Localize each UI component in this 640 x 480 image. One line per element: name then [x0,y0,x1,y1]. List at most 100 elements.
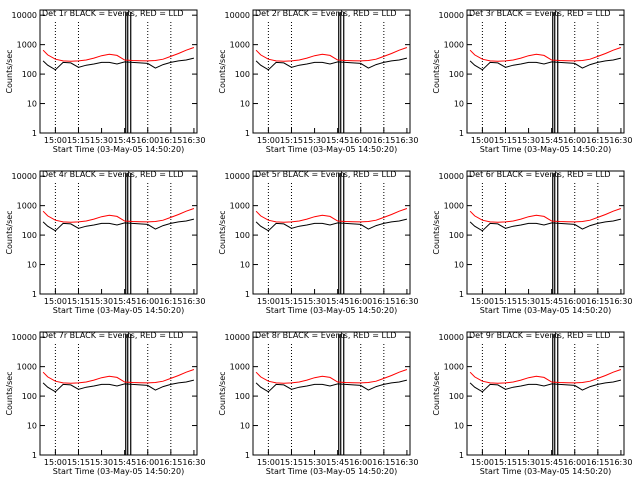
plot-frame [466,9,625,134]
x-tick-label: 15:45 [326,458,349,467]
y-tick-label: 100 [235,70,250,79]
y-tick-label: 10 [454,100,464,109]
x-tick-label: 15:00 [44,297,67,306]
x-tick-label: 16:15 [159,458,182,467]
x-tick-label: 15:30 [303,458,326,467]
x-tick-label: 15:00 [471,458,494,467]
detector-panel-6: Det 6r BLACK = Events, RED = LLD 1 10 100 10… [432,170,632,315]
y-tick-label: 10000 [225,172,250,181]
panel-title: Det 9r BLACK = Events, RED = LLD [469,331,611,340]
series-events [255,57,408,71]
x-tick-label: 16:30 [609,297,632,306]
x-tick-label: 15:30 [90,297,113,306]
series-events [469,57,622,71]
panel-title: Det 3r BLACK = Events, RED = LLD [469,9,611,18]
detector-panel-5: Det 5r BLACK = Events, RED = LLD 1 10 100 10… [218,170,418,315]
x-tick-label: 16:15 [586,458,609,467]
y-tick-label: 10 [240,422,250,431]
x-tick-label: 15:15 [67,297,90,306]
y-tick-label: 1000 [17,41,37,50]
x-tick-label: 15:00 [257,458,280,467]
x-tick-label: 15:45 [540,458,563,467]
y-tick-label: 1000 [230,202,250,211]
series-lld [255,208,408,223]
y-tick-label: 1 [245,451,250,460]
x-tick-label: 16:30 [395,297,418,306]
y-tick-label: 10 [240,100,250,109]
x-tick-label: 16:15 [372,458,395,467]
y-tick-label: 10000 [225,11,250,20]
panel-title: Det 6r BLACK = Events, RED = LLD [469,170,611,179]
x-tick-label: 15:15 [280,297,303,306]
x-axis-label: Start Time (03-May-05 14:50:20) [266,145,397,154]
y-tick-label: 10 [27,100,37,109]
series-events [42,379,195,393]
plot-frame [39,331,198,456]
series-lld [42,369,195,384]
panel-title: Det 4r BLACK = Events, RED = LLD [42,170,184,179]
x-tick-label: 15:15 [494,136,517,145]
y-axis-label: Counts/sec [218,49,227,93]
y-axis-label: Counts/sec [432,49,441,93]
x-tick-label: 15:30 [303,136,326,145]
y-axis-label: Counts/sec [5,371,14,415]
x-tick-label: 16:30 [395,458,418,467]
y-tick-label: 1 [459,451,464,460]
y-tick-label: 1000 [17,363,37,372]
y-axis-label: Counts/sec [432,210,441,254]
series-events [255,379,408,393]
series-lld [255,47,408,62]
x-tick-label: 15:30 [517,297,540,306]
y-tick-label: 1000 [444,363,464,372]
plot-frame [466,331,625,456]
y-tick-label: 1 [459,129,464,138]
x-tick-label: 16:00 [136,136,159,145]
detector-panel-1: Det 1r BLACK = Events, RED = LLD 1 10 100 10… [5,9,205,154]
x-axis-label: Start Time (03-May-05 14:50:20) [53,145,184,154]
x-tick-label: 15:00 [44,136,67,145]
series-events [255,218,408,232]
plot-frame [39,9,198,134]
y-tick-label: 1 [245,129,250,138]
y-tick-label: 1 [32,290,37,299]
x-tick-label: 16:15 [159,297,182,306]
x-axis-label: Start Time (03-May-05 14:50:20) [266,467,397,476]
x-tick-label: 15:30 [90,458,113,467]
y-tick-label: 1 [32,129,37,138]
panel-title: Det 2r BLACK = Events, RED = LLD [255,9,397,18]
y-tick-label: 1 [32,451,37,460]
y-tick-label: 100 [235,392,250,401]
detector-panel-3: Det 3r BLACK = Events, RED = LLD 1 10 100 10… [432,9,632,154]
x-tick-label: 16:15 [586,297,609,306]
series-lld [255,369,408,384]
y-tick-label: 10000 [12,333,37,342]
plot-frame [252,170,411,295]
y-tick-label: 10 [27,261,37,270]
x-tick-label: 16:00 [563,297,586,306]
series-lld [42,47,195,62]
x-tick-label: 15:15 [67,136,90,145]
x-axis-label: Start Time (03-May-05 14:50:20) [480,467,611,476]
x-tick-label: 16:00 [349,297,372,306]
x-tick-label: 16:30 [395,136,418,145]
x-tick-label: 16:00 [563,458,586,467]
x-tick-label: 15:15 [280,458,303,467]
x-tick-label: 16:30 [182,297,205,306]
x-tick-label: 15:30 [517,458,540,467]
y-axis-label: Counts/sec [218,371,227,415]
plot-frame [39,170,198,295]
y-tick-label: 100 [22,392,37,401]
x-axis-label: Start Time (03-May-05 14:50:20) [266,306,397,315]
y-tick-label: 1000 [230,41,250,50]
x-axis-label: Start Time (03-May-05 14:50:20) [53,306,184,315]
x-tick-label: 16:15 [586,136,609,145]
x-tick-label: 16:15 [159,136,182,145]
x-tick-label: 15:00 [471,136,494,145]
x-tick-label: 15:45 [113,458,136,467]
x-tick-label: 16:15 [372,136,395,145]
y-tick-label: 1000 [444,41,464,50]
x-tick-label: 15:00 [257,297,280,306]
x-tick-label: 16:00 [136,297,159,306]
panel-title: Det 7r BLACK = Events, RED = LLD [42,331,184,340]
